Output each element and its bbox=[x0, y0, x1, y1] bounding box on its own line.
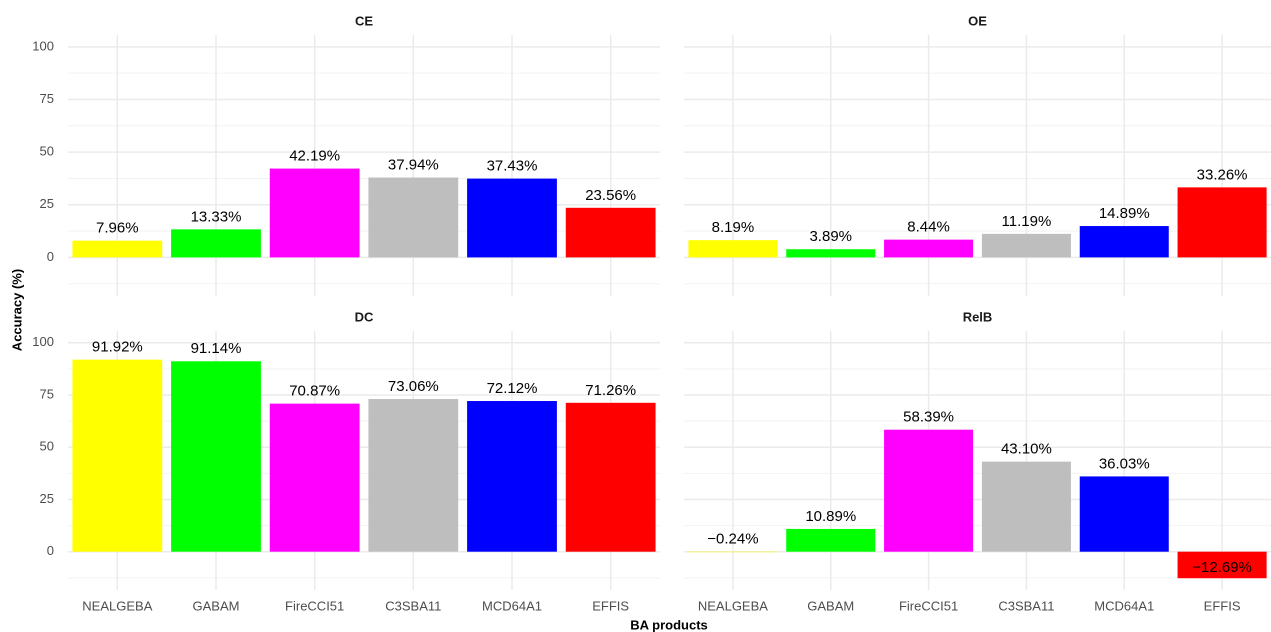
value-label: 37.43% bbox=[487, 158, 538, 175]
bar bbox=[467, 401, 557, 552]
y-tick-label: 75 bbox=[40, 386, 54, 401]
bar bbox=[1079, 226, 1169, 258]
x-tick-label: NEALGEBA bbox=[82, 598, 152, 613]
panel-title: OE bbox=[968, 13, 987, 28]
x-tick-label: FireCCI51 bbox=[899, 598, 958, 613]
bar bbox=[688, 551, 778, 553]
y-tick-label: 100 bbox=[32, 334, 54, 349]
panel-title: RelB bbox=[963, 309, 993, 324]
value-label: 7.96% bbox=[96, 220, 139, 237]
value-label: 91.14% bbox=[191, 340, 242, 357]
value-label: 71.26% bbox=[585, 382, 636, 399]
y-tick-label: 0 bbox=[47, 543, 54, 558]
value-label: 11.19% bbox=[1002, 213, 1052, 230]
bar bbox=[171, 229, 261, 258]
x-tick-label: MCD64A1 bbox=[482, 598, 542, 613]
x-tick-label: EFFIS bbox=[592, 598, 629, 613]
bar bbox=[368, 177, 459, 258]
bar bbox=[981, 233, 1071, 258]
bar bbox=[269, 168, 360, 258]
value-label: 58.39% bbox=[903, 409, 954, 426]
value-label: 70.87% bbox=[289, 383, 340, 400]
value-label: 8.19% bbox=[712, 219, 755, 236]
y-tick-label: 25 bbox=[40, 491, 54, 506]
y-tick-label: 50 bbox=[40, 144, 54, 159]
bar bbox=[565, 402, 656, 552]
x-axis-label: BA products bbox=[630, 617, 708, 632]
bar bbox=[1079, 476, 1169, 552]
value-label: 8.44% bbox=[907, 219, 950, 236]
value-label: −0.24% bbox=[707, 531, 758, 548]
x-tick-label: MCD64A1 bbox=[1094, 598, 1154, 613]
y-tick-label: 0 bbox=[47, 249, 54, 264]
value-label: 14.89% bbox=[1099, 205, 1150, 222]
panel-title: CE bbox=[355, 13, 373, 28]
bar bbox=[1177, 187, 1267, 258]
value-label: 43.10% bbox=[1001, 441, 1052, 458]
y-tick-label: 25 bbox=[40, 196, 54, 211]
panel-title: DC bbox=[355, 309, 374, 324]
bar bbox=[565, 207, 656, 258]
value-label: 36.03% bbox=[1099, 455, 1150, 472]
x-tick-label: FireCCI51 bbox=[285, 598, 344, 613]
x-tick-label: NEALGEBA bbox=[698, 598, 768, 613]
value-label: 10.89% bbox=[805, 508, 856, 525]
value-label: 23.56% bbox=[585, 187, 636, 204]
value-label: 37.94% bbox=[388, 156, 439, 173]
x-tick-label: C3SBA11 bbox=[385, 598, 441, 613]
bar bbox=[467, 178, 557, 258]
value-label: 3.89% bbox=[809, 228, 852, 245]
bar bbox=[269, 403, 360, 552]
x-tick-label: C3SBA11 bbox=[998, 598, 1054, 613]
value-label: −12.69% bbox=[1192, 559, 1252, 576]
y-axis-label: Accuracy (%) bbox=[9, 269, 24, 351]
x-tick-label: EFFIS bbox=[1204, 598, 1241, 613]
bar bbox=[72, 240, 163, 258]
value-label: 33.26% bbox=[1197, 166, 1248, 183]
bar bbox=[786, 528, 876, 552]
bar bbox=[368, 399, 459, 552]
y-tick-label: 100 bbox=[32, 38, 54, 53]
x-tick-label: GABAM bbox=[807, 598, 854, 613]
bar bbox=[786, 249, 876, 258]
y-tick-label: 50 bbox=[40, 439, 54, 454]
value-label: 13.33% bbox=[191, 208, 242, 225]
value-label: 91.92% bbox=[92, 339, 143, 356]
bar bbox=[72, 359, 163, 552]
x-tick-label: GABAM bbox=[193, 598, 240, 613]
bar bbox=[171, 361, 261, 552]
bar bbox=[688, 240, 778, 258]
bar bbox=[981, 461, 1071, 552]
y-tick-label: 75 bbox=[40, 91, 54, 106]
value-label: 42.19% bbox=[289, 148, 340, 165]
bar bbox=[884, 429, 974, 552]
bar bbox=[1177, 551, 1267, 579]
value-label: 73.06% bbox=[388, 378, 439, 395]
bar bbox=[884, 239, 974, 258]
value-label: 72.12% bbox=[487, 380, 538, 397]
